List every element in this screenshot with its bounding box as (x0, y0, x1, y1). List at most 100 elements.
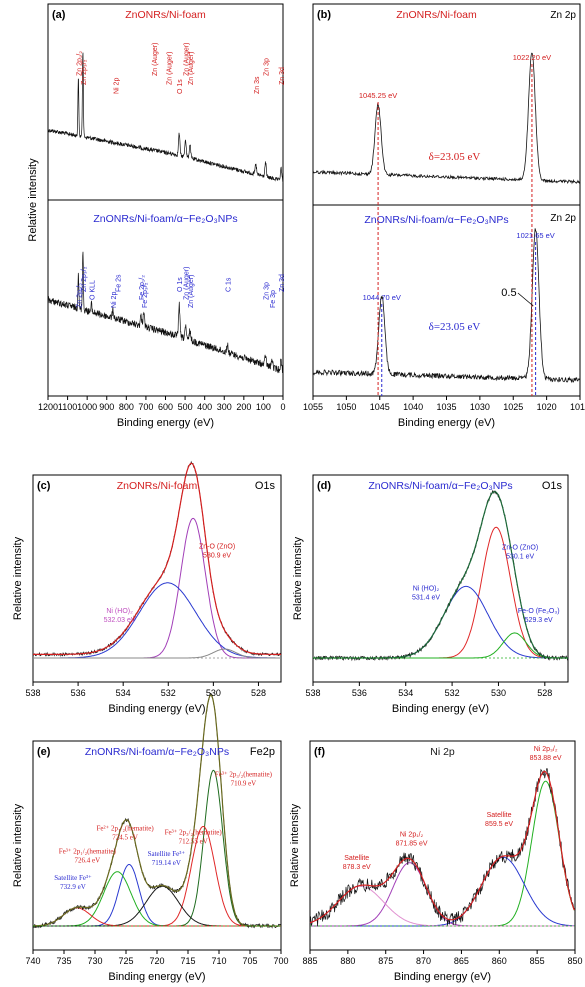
panel-a-peak-label: Zn (Auger) (183, 43, 190, 76)
panel-c-xtick-label: 528 (251, 688, 266, 698)
panel-a-peak-label: Zn 2p₁/₂ (76, 51, 83, 76)
panel-a-ylabel: Relative intensity (27, 158, 39, 242)
panel-e-xtick-label: 700 (273, 956, 288, 966)
panel-f-xtick-label: 880 (340, 956, 355, 966)
panel-c-fit-envelope (33, 462, 281, 655)
panel-b-peak-label: 1022.20 eV (513, 53, 551, 62)
panel-f-component-label: Ni 2p₁/₂ (400, 832, 424, 839)
panel-c-xtick-label: 534 (116, 688, 131, 698)
panel-a-xtick-label: 1000 (77, 402, 97, 412)
panel-d-xtick-label: 532 (445, 688, 460, 698)
panel-a-xtick-label: 600 (158, 402, 173, 412)
panel-f-ylabel: Relative intensity (289, 803, 301, 887)
panel-a-subtitle: ZnONRs/Ni-foam/α−Fe₂O₃NPs (93, 213, 237, 225)
panel-e-component-label: Fe³⁺ 2p₃/₂(hematite) (215, 770, 273, 778)
panel-a-peak-label: Zn 3p (264, 282, 271, 300)
panel-d-xtick-label: 528 (537, 688, 552, 698)
panel-d-component-label: Zn-O (ZnO) (502, 544, 538, 551)
panel-b-xtick-label: 1030 (470, 402, 490, 412)
panel-a-spectrum-1 (47, 251, 284, 374)
panel-a-peak-label: O 1s (177, 277, 184, 292)
panel-a-peak-label: Fe 2p₃/₂ (142, 282, 149, 308)
panel-f-component-label: Ni 2p₃/₂ (534, 746, 558, 753)
panel-e-component-label: Fe³⁺ 2p₁/₂(hematite) (59, 848, 117, 856)
panel-b-letter: (b) (317, 9, 331, 21)
panel-e-component-label: Satellite Fe³⁺ (148, 850, 186, 858)
panel-a-peak-label: C 1s (225, 277, 232, 292)
panel-a-peak-label: Ni 2p (111, 292, 118, 308)
panel-b-xtick-label: 1025 (503, 402, 523, 412)
panel-e-xtick-label: 725 (118, 956, 133, 966)
panel-f-component-label: Satellite (487, 812, 512, 819)
panel-a-peak-label: Zn (Auger) (188, 52, 195, 85)
panel-a-peak-label: Zn 2p₃/₂ (81, 59, 88, 85)
panel-b-shift-label: 0.5 (501, 287, 516, 299)
panel-d-component-value: 531.4 eV (412, 594, 440, 601)
panel-b-xtick-label: 1020 (537, 402, 557, 412)
panel-f-xtick-label: 850 (567, 956, 582, 966)
panel-a-peak-label: O 1s (177, 79, 184, 94)
panel-d-frame (312, 474, 569, 683)
panel-e-component-label: Fe²⁺ 2p₁/₂(hematite) (97, 824, 155, 832)
panel-d-title: ZnONRs/Ni-foam/α−Fe₂O₃NPs (368, 480, 512, 492)
panel-a-spectrum-0 (47, 52, 284, 183)
panel-a-peak-label: Zn 2p₃/₂ (81, 266, 88, 292)
panel-a-peak-label: Ni 2p (114, 78, 121, 94)
panel-d-fit-envelope (313, 491, 568, 659)
panel-c-letter: (c) (37, 480, 51, 492)
panel-e-xtick-label: 720 (149, 956, 164, 966)
panel-f-xtick-label: 860 (492, 956, 507, 966)
panel-b-region-label: Zn 2p (550, 213, 576, 224)
panel-d-region-label: O1s (542, 480, 563, 492)
panel-f-xtick-label: 870 (416, 956, 431, 966)
panel-b-xtick-label: 1035 (436, 402, 456, 412)
panel-e-xtick-label: 715 (180, 956, 195, 966)
panel-f-component-value: 878.3 eV (343, 864, 371, 871)
panel-c-frame (32, 474, 282, 683)
panel-d-xlabel: Binding energy (eV) (392, 703, 489, 715)
panel-e-xtick-label: 710 (211, 956, 226, 966)
panel-a-xtick-label: 500 (178, 402, 193, 412)
panel-b-spectrum-1 (312, 228, 581, 384)
panel-a-peak-label: Zn 3d (279, 274, 286, 292)
panel-e-xtick-label: 735 (56, 956, 71, 966)
panel-a-subtitle: ZnONRs/Ni-foam (125, 9, 206, 21)
panel-c-component-value: 532.03 eV (104, 617, 136, 624)
panel-a-peak-label: Fe 2p₁/₂ (139, 275, 146, 300)
panel-d-xtick-label: 530 (491, 688, 506, 698)
panel-f-xlabel: Binding energy (eV) (394, 971, 491, 983)
panel-a-xlabel: Binding energy (eV) (117, 417, 214, 429)
panel-b-delta-label: δ=23.05 eV (429, 151, 481, 163)
panel-d-component-label: Ni (HO)₂ (413, 585, 440, 592)
panel-e-fit-envelope (33, 694, 281, 927)
panel-e-xlabel: Binding energy (eV) (108, 971, 205, 983)
panel-f-component-label: Satellite (344, 855, 369, 862)
panel-b-region-label: Zn 2p (550, 10, 576, 21)
panel-d-ylabel: Relative intensity (292, 536, 304, 620)
panel-d-component-value: 529.3 eV (525, 617, 553, 624)
panel-e-xtick-label: 705 (242, 956, 257, 966)
panel-a-peak-label: Zn (Auger) (152, 43, 159, 76)
panel-b-xtick-label: 1055 (303, 402, 323, 412)
panel-e-component-value: 719.14 eV (152, 859, 181, 867)
panel-c-xtick-label: 532 (161, 688, 176, 698)
panel-e-component-label: Satellite Fe³⁺ (54, 874, 92, 882)
panel-a-peak-label: Zn (Auger) (183, 267, 190, 300)
panel-b-spectrum-0 (312, 52, 581, 185)
panel-a-xtick-label: 700 (138, 402, 153, 412)
panel-d-letter: (d) (317, 480, 331, 492)
panel-a-xtick-label: 1100 (58, 402, 77, 412)
panel-b-peak-label: 1021.65 eV (516, 231, 554, 240)
panel-a-peak-label: Zn 3d (279, 67, 286, 85)
panel-f-xtick-label: 875 (378, 956, 393, 966)
panel-e-title: ZnONRs/Ni-foam/α−Fe₂O₃NPs (85, 746, 229, 758)
panel-e-component-value: 712.55 eV (179, 837, 208, 845)
panel-f-letter: (f) (314, 746, 325, 758)
panel-d-xtick-label: 538 (305, 688, 320, 698)
panel-f-xtick-label: 865 (454, 956, 469, 966)
panel-b-xtick-label: 1040 (403, 402, 423, 412)
panel-c-xlabel: Binding energy (eV) (108, 703, 205, 715)
panel-d-component-label: Fe-O (Fe₂O₃) (518, 608, 560, 615)
panel-f-xtick-label: 885 (302, 956, 317, 966)
